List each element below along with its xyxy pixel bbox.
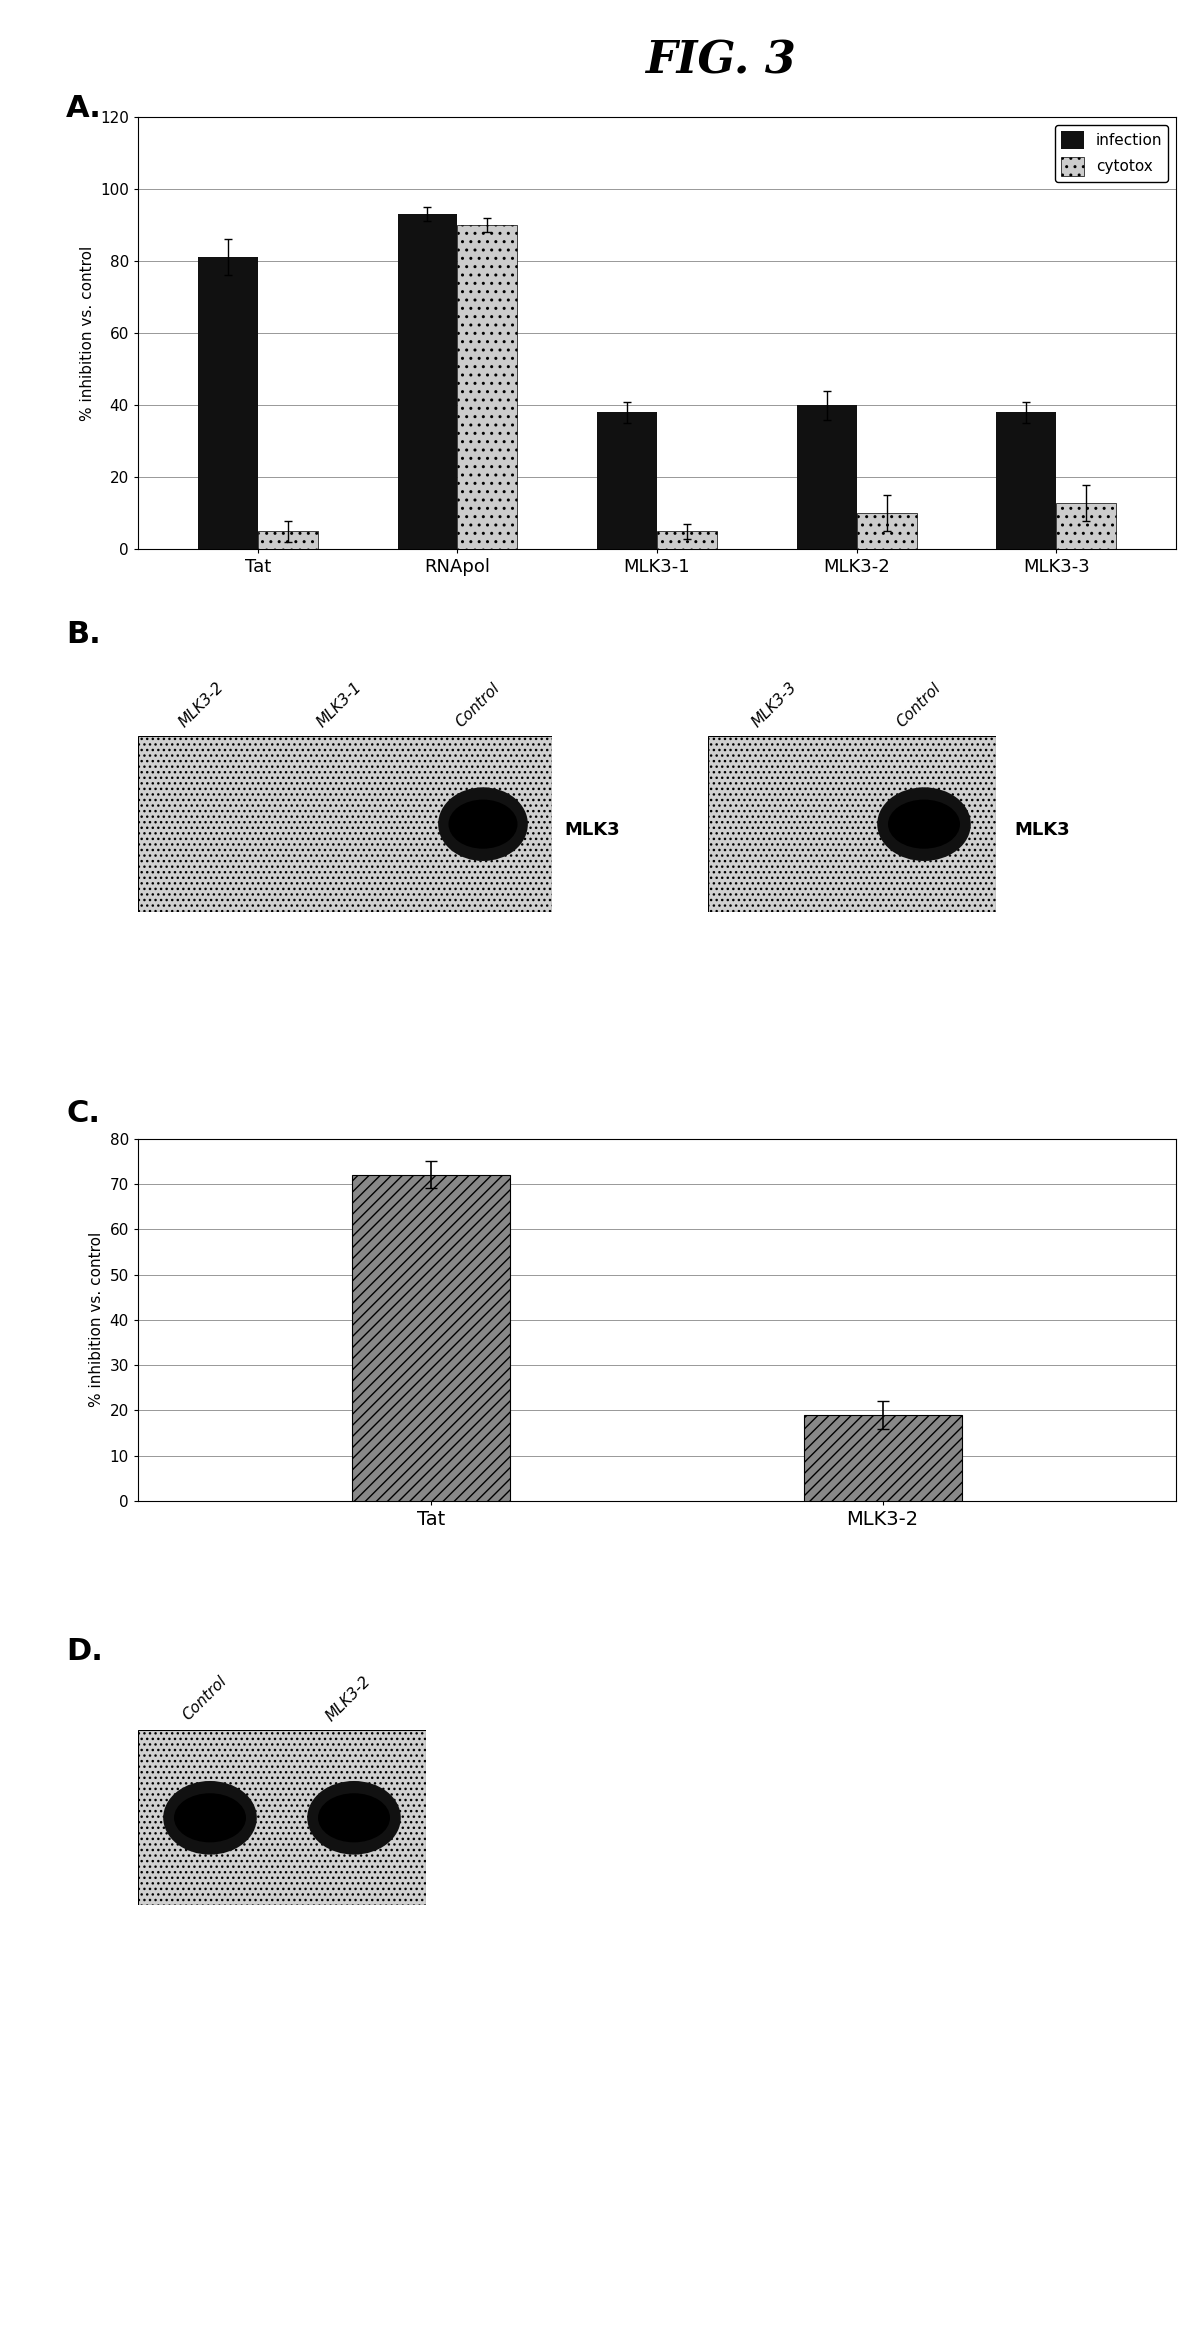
Bar (1056, 503, 1116, 549)
Bar (857, 514, 917, 549)
Bar (198, 257, 258, 549)
Text: MLK3-3: MLK3-3 (749, 680, 800, 729)
Text: MLK3-1: MLK3-1 (314, 680, 365, 729)
Ellipse shape (877, 788, 971, 860)
Y-axis label: % inhibition vs. control: % inhibition vs. control (89, 1232, 104, 1407)
Text: D.: D. (66, 1637, 103, 1665)
Bar (598, 411, 658, 549)
Bar (457, 224, 517, 549)
Bar (996, 411, 1056, 549)
Bar (353, 1176, 510, 1501)
Text: Control: Control (894, 680, 943, 729)
Text: A.: A. (66, 94, 102, 122)
Bar (397, 215, 457, 549)
Text: MLK3: MLK3 (1014, 821, 1069, 839)
Ellipse shape (318, 1793, 390, 1842)
Y-axis label: % inhibition vs. control: % inhibition vs. control (79, 245, 95, 421)
Bar (258, 531, 318, 549)
Text: MLK3-2: MLK3-2 (323, 1674, 374, 1723)
Text: MLK3-2: MLK3-2 (176, 680, 227, 729)
Bar (797, 404, 857, 549)
Ellipse shape (438, 788, 528, 860)
Text: C.: C. (66, 1099, 100, 1127)
Ellipse shape (174, 1793, 246, 1842)
Text: MLK3: MLK3 (564, 821, 619, 839)
Text: B.: B. (66, 620, 101, 648)
Text: Control: Control (180, 1674, 229, 1723)
Ellipse shape (163, 1782, 257, 1854)
Bar (804, 1414, 961, 1501)
Ellipse shape (449, 800, 517, 849)
Text: Control: Control (452, 680, 503, 729)
Bar (658, 531, 716, 549)
Ellipse shape (888, 800, 960, 849)
Legend: infection, cytotox: infection, cytotox (1055, 124, 1169, 182)
Text: FIG. 3: FIG. 3 (644, 40, 796, 82)
Ellipse shape (307, 1782, 401, 1854)
